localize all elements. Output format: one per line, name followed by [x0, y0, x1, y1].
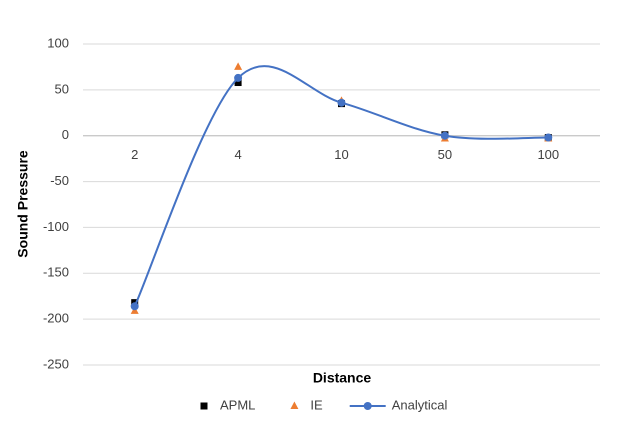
data-point — [234, 79, 242, 87]
x-tick-label: 4 — [234, 147, 241, 162]
x-tick-label: 50 — [438, 147, 452, 162]
data-point — [234, 73, 243, 82]
x-tick-label: 2 — [131, 147, 138, 162]
x-tick-label: 100 — [537, 147, 559, 162]
data-point — [440, 131, 449, 140]
y-axis-title: Sound Pressure — [15, 150, 31, 258]
legend-label: APML — [220, 397, 255, 412]
y-tick-label: -100 — [43, 219, 69, 234]
legend-label: IE — [310, 397, 323, 412]
legend-marker — [290, 401, 299, 409]
y-tick-label: 50 — [55, 81, 69, 96]
y-tick-label: 100 — [47, 35, 69, 50]
data-point — [130, 302, 139, 311]
legend-marker — [363, 402, 372, 410]
y-tick-label: -250 — [43, 356, 69, 371]
series-line — [133, 65, 549, 307]
data-point — [337, 98, 346, 107]
data-point — [544, 133, 553, 142]
legend-marker — [200, 402, 208, 410]
y-tick-label: 0 — [62, 127, 69, 142]
y-tick-label: -150 — [43, 265, 69, 280]
y-tick-label: -200 — [43, 311, 69, 326]
x-axis-title: Distance — [313, 370, 372, 386]
x-tick-label: 10 — [334, 147, 348, 162]
data-point — [234, 62, 243, 70]
legend-label: Analytical — [392, 397, 448, 412]
y-tick-label: -50 — [50, 173, 69, 188]
